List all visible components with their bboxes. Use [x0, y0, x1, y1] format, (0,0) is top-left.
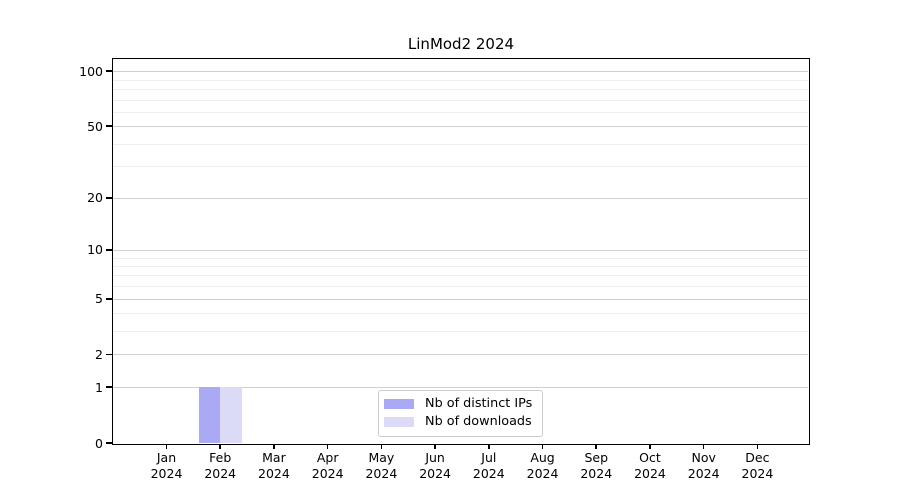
y-gridline-major	[113, 298, 808, 300]
y-tick	[106, 196, 112, 199]
bar-downloads	[220, 387, 242, 443]
y-gridline-major	[113, 387, 808, 389]
x-tick	[595, 444, 598, 449]
chart-title: LinMod2 2024	[407, 35, 515, 53]
y-gridline-minor	[113, 111, 808, 113]
legend-label-distinct-ips: Nb of distinct IPs	[425, 396, 533, 411]
y-gridline-minor	[113, 257, 808, 259]
y-gridline-minor	[113, 313, 808, 315]
y-gridline-major	[113, 354, 808, 356]
y-tick	[106, 386, 112, 389]
x-tick	[434, 444, 436, 449]
y-tick	[106, 353, 112, 356]
y-gridline-minor	[113, 275, 808, 277]
y-gridline-minor	[113, 166, 808, 168]
y-gridline-minor	[113, 79, 808, 81]
y-tick-label: 100	[79, 63, 103, 79]
x-tick	[165, 444, 168, 449]
y-tick-label: 50	[87, 118, 103, 134]
y-gridline-minor	[113, 265, 808, 267]
x-tick-label: Dec 2024	[741, 450, 774, 481]
y-tick-label: 1	[95, 379, 103, 395]
x-tick-label: Nov 2024	[687, 450, 720, 481]
legend-item-distinct-ips: Nb of distinct IPs	[384, 395, 536, 413]
x-tick-label: Oct 2024	[634, 450, 666, 481]
x-tick	[380, 444, 383, 449]
x-tick-label: Feb 2024	[204, 450, 237, 481]
x-tick-label: May 2024	[365, 450, 398, 481]
x-tick-label: Aug 2024	[526, 450, 559, 481]
y-tick-label: 10	[87, 242, 103, 258]
y-tick-label: 2	[95, 346, 103, 362]
y-gridline-minor	[113, 88, 808, 90]
plot-area: Nb of distinct IPs Nb of downloads 0 1 2 5 1…	[79, 58, 810, 481]
legend-swatch-distinct-ips	[384, 399, 414, 409]
x-tick	[219, 444, 221, 449]
x-tick	[541, 444, 544, 449]
y-gridline-minor	[113, 286, 808, 288]
y-gridline-minor	[113, 331, 808, 333]
x-tick-label: Mar 2024	[258, 450, 290, 481]
y-gridline-major	[113, 126, 808, 128]
x-tick	[702, 444, 705, 449]
x-tick	[488, 444, 490, 449]
legend-item-downloads: Nb of downloads	[384, 413, 536, 431]
legend: Nb of distinct IPs Nb of downloads	[378, 389, 543, 437]
y-tick	[106, 297, 112, 300]
x-tick-label: Jan 2024	[150, 450, 183, 481]
x-tick-label: Sep 2024	[580, 450, 613, 481]
x-tick	[649, 444, 651, 449]
y-tick-label: 20	[87, 190, 103, 206]
y-tick	[106, 125, 112, 128]
y-tick	[106, 248, 112, 251]
legend-label-downloads: Nb of downloads	[425, 414, 532, 429]
x-tick-label: Jun 2024	[419, 450, 451, 481]
y-gridline-major	[113, 249, 808, 251]
x-tick	[756, 444, 759, 449]
y-gridline-minor	[113, 99, 808, 101]
y-tick	[106, 70, 112, 73]
y-tick-label: 5	[95, 291, 103, 307]
y-tick	[106, 442, 112, 444]
y-gridline-major	[113, 71, 808, 73]
bar-distinct-ips	[198, 387, 221, 443]
x-tick	[273, 444, 275, 449]
x-tick-label: Apr 2024	[311, 450, 344, 481]
x-tick-label: Jul 2024	[472, 450, 505, 481]
y-gridline-major	[113, 197, 808, 199]
legend-swatch-downloads	[384, 417, 414, 427]
y-gridline-minor	[113, 143, 808, 145]
y-tick-label: 0	[95, 435, 103, 451]
x-tick	[326, 444, 329, 449]
